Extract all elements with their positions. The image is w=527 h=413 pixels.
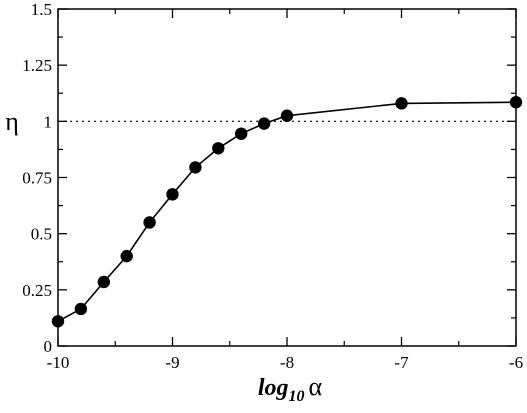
y-tick-label: 1.25 xyxy=(22,56,52,75)
data-point xyxy=(189,161,202,174)
y-tick-label: 1.5 xyxy=(31,0,52,19)
series-line xyxy=(57,101,517,323)
data-point xyxy=(143,216,156,229)
plot-frame xyxy=(57,8,517,347)
x-axis-label-subscript: 10 xyxy=(289,388,305,405)
data-point xyxy=(120,249,133,263)
x-axis-label-base: log xyxy=(258,375,289,401)
data-point xyxy=(97,275,111,289)
data-point xyxy=(280,109,294,122)
x-axis-label-symbol: α xyxy=(309,372,323,401)
x-axis-label: log10 α xyxy=(258,372,323,405)
data-point xyxy=(235,127,248,140)
data-point xyxy=(74,302,88,316)
x-tick-label: -9 xyxy=(165,353,179,372)
y-tick-label: 0.75 xyxy=(22,169,52,188)
y-tick-label: 0.5 xyxy=(31,225,52,244)
data-point xyxy=(166,188,179,201)
x-tick-label: -10 xyxy=(47,353,70,372)
y-tick-label: 0.25 xyxy=(22,281,52,300)
y-tick-label: 1 xyxy=(44,112,53,131)
y-axis-label: η xyxy=(5,107,19,136)
data-point xyxy=(212,142,225,155)
x-tick-label: -8 xyxy=(280,353,294,372)
x-tick-label: -7 xyxy=(394,353,409,372)
data-point xyxy=(395,97,408,110)
x-tick-label: -6 xyxy=(509,353,523,372)
y-tick-label: 0 xyxy=(44,337,53,356)
data-point xyxy=(257,117,271,130)
